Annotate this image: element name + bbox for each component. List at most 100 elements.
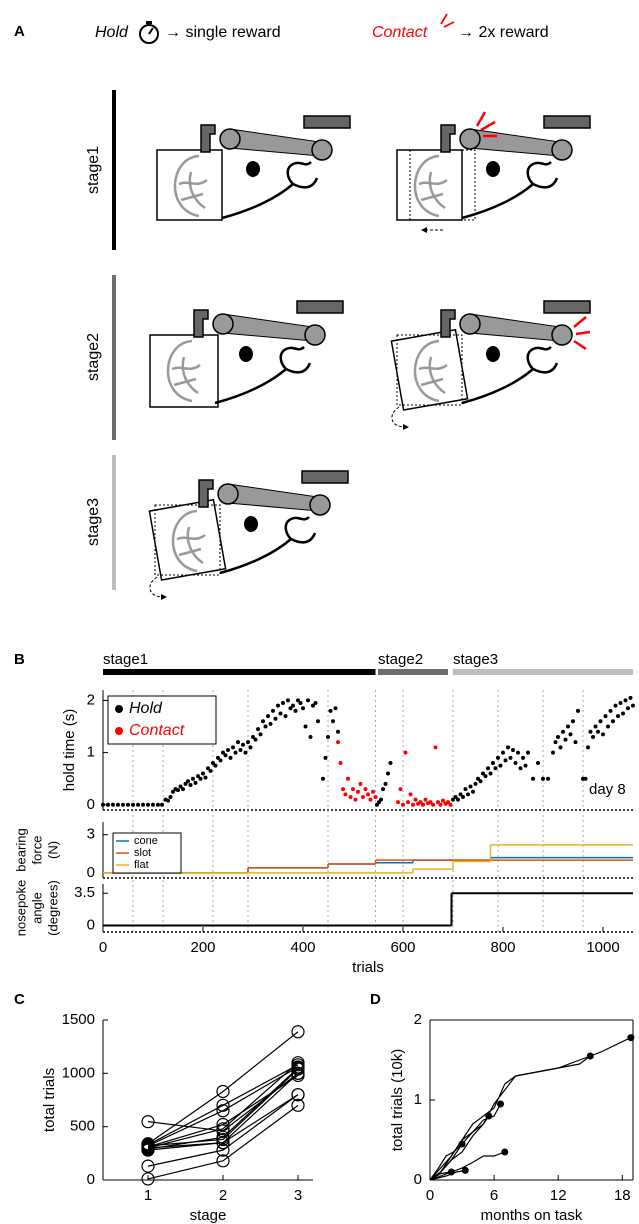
point xyxy=(203,775,208,780)
point xyxy=(608,708,613,713)
legend-box xyxy=(107,695,217,745)
point xyxy=(111,802,115,807)
point xyxy=(278,711,283,716)
end-point xyxy=(461,1166,469,1174)
point xyxy=(521,755,525,760)
x-tick-label: 1 xyxy=(144,1187,152,1204)
point xyxy=(336,729,340,734)
point xyxy=(311,703,315,708)
point xyxy=(333,706,338,711)
point xyxy=(511,748,515,752)
point xyxy=(248,745,253,750)
legend-marker xyxy=(115,705,123,713)
stage-label: stage2 xyxy=(85,333,102,381)
y-axis-label: total trials (10k) xyxy=(389,1049,406,1152)
point xyxy=(243,750,248,755)
point xyxy=(308,734,313,739)
x-tick-label: 200 xyxy=(190,939,215,956)
point xyxy=(331,719,335,724)
y-tick-label: 3.5 xyxy=(74,884,95,901)
point xyxy=(623,698,628,703)
point xyxy=(628,695,633,700)
point xyxy=(186,779,190,784)
point xyxy=(106,802,110,807)
point xyxy=(368,797,373,802)
point xyxy=(596,729,600,734)
point xyxy=(141,1159,155,1173)
spark-icon xyxy=(440,13,455,28)
point xyxy=(341,787,345,792)
y-tick-label: 0 xyxy=(87,796,95,813)
point xyxy=(568,732,573,737)
point xyxy=(471,789,475,794)
point xyxy=(631,703,635,708)
point xyxy=(168,794,173,799)
y-axis-label: bearing xyxy=(13,828,28,871)
point xyxy=(383,781,388,786)
head-box-moved xyxy=(154,504,221,576)
panel-label: C xyxy=(14,991,25,1008)
annotation: day 8 xyxy=(589,781,626,798)
point xyxy=(486,766,490,771)
point xyxy=(141,1139,155,1153)
point xyxy=(263,724,268,729)
point xyxy=(193,780,198,785)
point xyxy=(253,737,258,742)
point xyxy=(216,1154,230,1168)
point xyxy=(351,787,355,792)
point xyxy=(288,706,293,711)
y-axis-label: hold time (s) xyxy=(61,709,78,792)
point xyxy=(316,719,320,724)
point xyxy=(598,719,603,724)
hold-result: → single reward xyxy=(165,24,281,41)
x-tick-label: 18 xyxy=(614,1187,631,1204)
point xyxy=(541,776,545,781)
contact-label: Contact xyxy=(372,24,428,41)
point xyxy=(403,750,408,755)
y-tick-label: 0 xyxy=(414,1171,422,1188)
point xyxy=(151,802,155,807)
legend-label: Hold xyxy=(129,700,163,717)
point xyxy=(326,734,330,739)
series-line xyxy=(147,1064,299,1146)
point xyxy=(503,758,508,763)
point xyxy=(388,761,393,766)
contact-result: → 2x reward xyxy=(458,24,549,41)
x-tick-label: 2 xyxy=(219,1187,227,1204)
point xyxy=(146,802,150,807)
point xyxy=(283,714,288,719)
point xyxy=(431,802,435,807)
point xyxy=(298,701,303,706)
x-tick-label: 400 xyxy=(290,939,315,956)
point xyxy=(166,798,170,803)
point xyxy=(126,802,130,807)
point xyxy=(551,750,555,755)
point xyxy=(561,729,565,734)
spark xyxy=(443,21,455,28)
point xyxy=(463,787,468,792)
point xyxy=(208,768,213,773)
end-point xyxy=(458,1140,466,1148)
point xyxy=(618,701,623,706)
spark-icon xyxy=(475,111,497,138)
spark xyxy=(475,111,487,127)
arrow-head xyxy=(403,424,409,430)
point xyxy=(626,706,630,711)
point xyxy=(576,708,580,713)
point xyxy=(313,701,318,706)
mouse-diagram xyxy=(149,299,345,408)
point xyxy=(216,1084,230,1099)
point xyxy=(473,781,478,786)
rotate-arrow xyxy=(149,576,164,598)
point xyxy=(328,708,333,713)
point xyxy=(141,1172,155,1186)
point xyxy=(488,771,493,776)
point xyxy=(196,774,200,779)
stage-label: stage2 xyxy=(378,651,423,668)
point xyxy=(386,771,390,776)
stage-label: stage1 xyxy=(103,651,148,668)
y-axis-label: (degrees) xyxy=(45,880,60,936)
point xyxy=(356,789,360,794)
point xyxy=(491,761,495,766)
